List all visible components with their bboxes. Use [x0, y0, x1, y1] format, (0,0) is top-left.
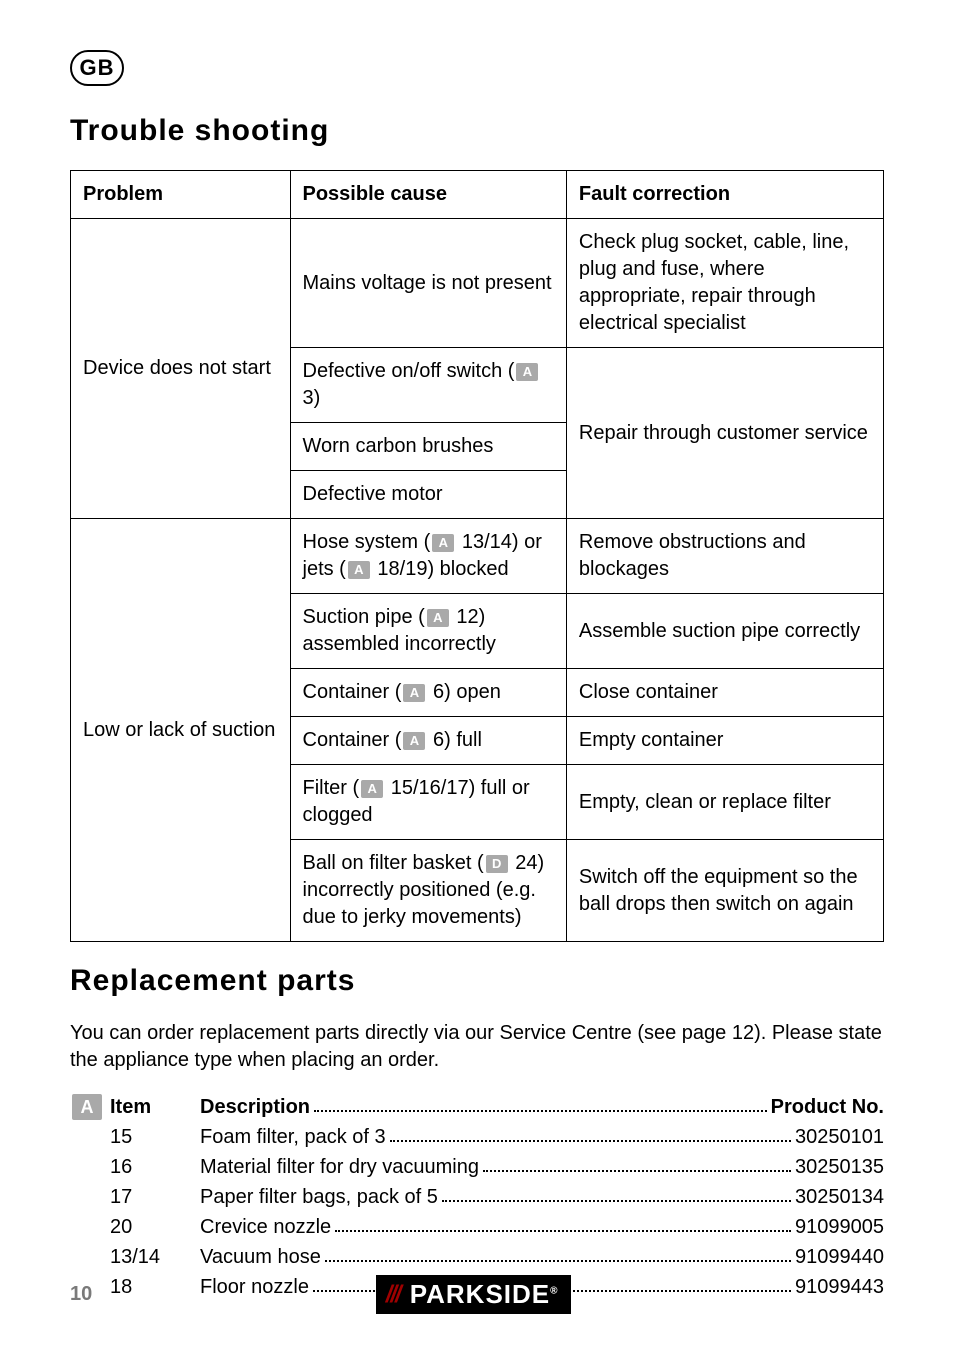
cell-fix-7: Close container — [566, 669, 883, 717]
parts-item: 15 — [110, 1122, 200, 1152]
cell-problem-1: Device does not start — [71, 219, 291, 519]
cell-fix-8: Empty container — [566, 717, 883, 765]
dots — [442, 1178, 791, 1202]
replace-intro: You can order replacement parts directly… — [70, 1020, 884, 1074]
parts-prod: 30250101 — [795, 1122, 884, 1152]
brand-logo: /// PARKSIDE® — [376, 1275, 571, 1314]
a-icon: A — [516, 363, 538, 381]
cell-fix-9: Empty, clean or replace filter — [566, 765, 883, 840]
a-icon: A — [403, 732, 425, 750]
parts-item: 16 — [110, 1152, 200, 1182]
parts-item: 13/14 — [110, 1242, 200, 1272]
parts-desc: Vacuum hose — [200, 1242, 321, 1272]
parts-list: Item Description Product No. 15Foam filt… — [110, 1092, 884, 1302]
dots — [390, 1118, 791, 1142]
head-item: Item — [110, 1092, 200, 1122]
cell-cause-9: Filter (A 15/16/17) full or clogged — [290, 765, 566, 840]
parts-prod: 30250134 — [795, 1182, 884, 1212]
cell-cause-6: Suction pipe (A 12) assembled incorrectl… — [290, 594, 566, 669]
cell-fix-1: Check plug socket, cable, line, plug and… — [566, 219, 883, 348]
parts-desc: Material filter for dry vacuuming — [200, 1152, 479, 1182]
txt: Ball on filter basket ( — [303, 852, 484, 874]
cell-cause-7: Container (A 6) open — [290, 669, 566, 717]
brand-text: PARKSIDE® — [410, 1279, 559, 1310]
a-icon: A — [348, 561, 370, 579]
head-desc: Description — [200, 1092, 310, 1122]
txt: 18/19) blocked — [372, 558, 509, 580]
parts-prod: 91099005 — [795, 1212, 884, 1242]
cell-cause-3: Worn carbon brushes — [290, 423, 566, 471]
a-icon: A — [432, 534, 454, 552]
txt: 6) open — [427, 681, 500, 703]
a-icon: A — [361, 780, 383, 798]
a-icon: A — [427, 609, 449, 627]
footer: 10 /// PARKSIDE® — [70, 1275, 884, 1314]
section-trouble-title: Trouble shooting — [70, 114, 884, 148]
dots — [483, 1148, 791, 1172]
cell-fix-5: Remove obstructions and blockages — [566, 519, 883, 594]
txt: Container ( — [303, 681, 402, 703]
txt: Defective on/off switch ( — [303, 360, 515, 382]
section-replace-title: Replacement parts — [70, 964, 884, 998]
cell-cause-5: Hose system (A 13/14) or jets (A 18/19) … — [290, 519, 566, 594]
a-icon: A — [403, 684, 425, 702]
a-icon: A — [72, 1094, 102, 1120]
trouble-table: Problem Possible cause Fault correction … — [70, 170, 884, 942]
th-problem: Problem — [71, 171, 291, 219]
dots — [335, 1208, 791, 1232]
txt: 6) full — [427, 729, 481, 751]
dots — [314, 1088, 767, 1112]
cell-cause-1: Mains voltage is not present — [290, 219, 566, 348]
cell-cause-8: Container (A 6) full — [290, 717, 566, 765]
parts-desc: Crevice nozzle — [200, 1212, 331, 1242]
txt: Suction pipe ( — [303, 606, 425, 628]
cell-fix-2: Repair through customer service — [566, 348, 883, 519]
d-icon: D — [486, 855, 508, 873]
parts-item: 20 — [110, 1212, 200, 1242]
th-cause: Possible cause — [290, 171, 566, 219]
cell-problem-2: Low or lack of suction — [71, 519, 291, 942]
cell-fix-10: Switch off the equipment so the ball dro… — [566, 840, 883, 942]
page-number: 10 — [70, 1283, 92, 1306]
parts-prod: 30250135 — [795, 1152, 884, 1182]
region-badge: GB — [70, 50, 124, 86]
cell-cause-10: Ball on filter basket (D 24) incorrectly… — [290, 840, 566, 942]
txt: 3) — [303, 387, 321, 409]
txt: Container ( — [303, 729, 402, 751]
cell-fix-6: Assemble suction pipe correctly — [566, 594, 883, 669]
parts-item: 17 — [110, 1182, 200, 1212]
brand-stripes-icon: /// — [386, 1281, 400, 1309]
parts-desc: Foam filter, pack of 3 — [200, 1122, 386, 1152]
txt: Hose system ( — [303, 531, 431, 553]
parts-prod: 91099440 — [795, 1242, 884, 1272]
reg-mark: ® — [550, 1285, 558, 1296]
cell-cause-2: Defective on/off switch (A 3) — [290, 348, 566, 423]
cell-cause-4: Defective motor — [290, 471, 566, 519]
dots — [325, 1238, 791, 1262]
th-fix: Fault correction — [566, 171, 883, 219]
txt: Filter ( — [303, 777, 360, 799]
